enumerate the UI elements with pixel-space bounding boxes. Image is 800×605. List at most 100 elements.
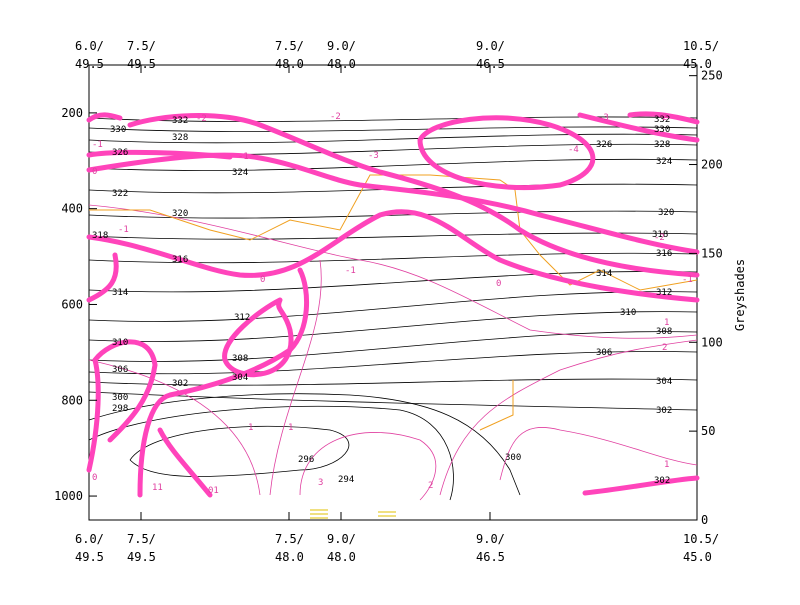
y-tick-label: 200 (61, 106, 83, 120)
contour-label: 296 (298, 455, 314, 465)
isentrope (88, 126, 698, 132)
contour-label: 312 (656, 288, 672, 298)
contour-label: 320 (172, 209, 188, 219)
contour-label: 324 (656, 157, 672, 167)
wind-label: 3 (318, 478, 323, 488)
contour-label: 314 (596, 269, 612, 279)
wind-label: 0 (260, 275, 265, 285)
contour-label: 326 (112, 148, 128, 158)
isentrope (88, 133, 698, 144)
contour-label: 326 (596, 140, 612, 150)
top-axis-label: 7.5/ (275, 39, 304, 53)
wind-label: -2 (196, 114, 207, 124)
top-axis-label: 9.0/ (327, 39, 356, 53)
isentrope (129, 425, 350, 477)
contour-label: 320 (658, 208, 674, 218)
bottom-axis-label: 48.0 (275, 550, 304, 564)
contour-label: 306 (596, 348, 612, 358)
y-tick-label: 600 (61, 297, 83, 311)
isentrope (88, 116, 698, 122)
bottom-axis-label: 46.5 (476, 550, 505, 564)
wind-label: 0 (496, 279, 501, 289)
bottom-axis-label: 9.0/ (327, 532, 356, 546)
y2-tick-label: 50 (701, 424, 715, 438)
bottom-axis-label: 7.5/ (127, 532, 156, 546)
wind-label: 01 (208, 486, 219, 496)
y2-tick-label: 100 (701, 335, 723, 349)
top-axis-label: 49.5 (75, 57, 104, 71)
contour-label: 308 (232, 354, 248, 364)
contour-label: 298 (112, 404, 128, 414)
contour-label: 302 (654, 476, 670, 486)
wind-label: 0 (92, 473, 97, 483)
wind-label: 2 (428, 481, 433, 491)
bottom-axis-label: 45.0 (683, 550, 712, 564)
contour-label: 330 (654, 125, 670, 135)
wind-label: 11 (152, 483, 163, 493)
bottom-axis-label: 49.5 (127, 550, 156, 564)
contour-label: 328 (172, 133, 188, 143)
right-axis-title: Greyshades (733, 259, 747, 331)
contour-label: 316 (172, 255, 188, 265)
wind-label: -3 (598, 113, 609, 123)
wind-label: -1 (92, 140, 103, 150)
wind-label: -1 (345, 266, 356, 276)
top-axis-label: 49.5 (127, 57, 156, 71)
contour-label: 312 (234, 313, 250, 323)
y2-tick-label: 200 (701, 158, 723, 172)
wind-label: -2 (330, 112, 341, 122)
isentrope (88, 252, 698, 264)
wind-contours (88, 174, 698, 501)
contour-label: 300 (112, 393, 128, 403)
y-tick-label: 400 (61, 202, 83, 216)
y-tick-label: 1000 (54, 489, 83, 503)
bottom-axis-label: 7.5/ (275, 532, 304, 546)
contour-label: 328 (654, 140, 670, 150)
wind-label: -2 (654, 233, 665, 243)
wind-label: 2 (662, 113, 667, 123)
isentrope (88, 311, 698, 342)
contour-label: 308 (656, 327, 672, 337)
contour-label: 310 (112, 338, 128, 348)
contour-label: 300 (505, 453, 521, 463)
contour-label: 332 (172, 116, 188, 126)
wind-label: -1 (238, 152, 249, 162)
top-axis-label: 48.0 (327, 57, 356, 71)
bottom-axis-label: 6.0/ (75, 532, 104, 546)
bottom-axis-label: 10.5/ (683, 532, 719, 546)
contour-label: 332 (654, 115, 670, 125)
isentrope (88, 271, 698, 293)
contour-label: 302 (172, 379, 188, 389)
top-axis-label: 45.0 (683, 57, 712, 71)
y2-tick-label: 0 (701, 513, 708, 527)
plot-frame (88, 64, 698, 521)
contour-label: 324 (232, 168, 248, 178)
wind-label: -4 (568, 145, 579, 155)
bottom-axis-label: 48.0 (327, 550, 356, 564)
contour-label: 306 (112, 365, 128, 375)
contour-label: 302 (656, 406, 672, 416)
wind-label: 1 (664, 460, 669, 470)
top-axis-label: 6.0/ (75, 39, 104, 53)
contour-label: 314 (112, 288, 128, 298)
top-axis-label: 9.0/ (476, 39, 505, 53)
isentrope (88, 158, 698, 171)
y2-tick-label: 150 (701, 246, 723, 260)
isentrope (88, 378, 698, 386)
wind-label: 1 (664, 318, 669, 328)
contour-label: 318 (652, 230, 668, 240)
bottom-axis-label: 49.5 (75, 550, 104, 564)
contour-label: 304 (232, 373, 248, 383)
y2-tick-label: 250 (701, 69, 723, 83)
isentrope (88, 331, 698, 362)
contour-label: 294 (338, 475, 354, 485)
top-axis-label: 10.5/ (683, 39, 719, 53)
contour-label: 322 (112, 189, 128, 199)
wind-label: 1 (288, 423, 293, 433)
wind-label: -1 (118, 225, 129, 235)
wind-label: 2 (662, 343, 667, 353)
wind-label: -1 (682, 275, 693, 285)
wind-label: -3 (368, 151, 379, 161)
contour-label: 330 (110, 125, 126, 135)
